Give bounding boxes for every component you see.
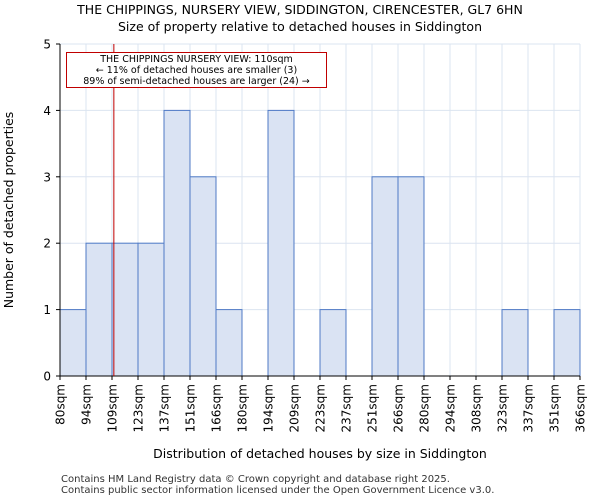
x-tick-label: 94sqm bbox=[80, 384, 94, 425]
footer-line-2: Contains public sector information licen… bbox=[61, 485, 495, 496]
bars-layer bbox=[59, 109, 581, 377]
x-tick-label: 180sqm bbox=[236, 384, 250, 432]
x-tick-label: 366sqm bbox=[574, 384, 588, 432]
x-tick-label: 294sqm bbox=[444, 384, 458, 432]
x-tick-label: 266sqm bbox=[392, 384, 406, 432]
annotation-line-2: ← 11% of detached houses are smaller (3) bbox=[95, 65, 298, 76]
x-tick-label: 251sqm bbox=[366, 384, 380, 432]
bar-109sqm bbox=[111, 242, 139, 377]
footer-line-1: Contains HM Land Registry data © Crown c… bbox=[61, 474, 450, 485]
bar-351sqm bbox=[553, 309, 581, 377]
x-tick-label: 223sqm bbox=[314, 384, 328, 432]
x-tick-label: 151sqm bbox=[184, 384, 198, 432]
y-axis-label: Number of detached properties bbox=[1, 112, 16, 309]
x-tick-label: 280sqm bbox=[418, 384, 432, 432]
bar-323sqm bbox=[501, 309, 529, 377]
bar-137sqm bbox=[163, 109, 191, 377]
chart-subtitle: Size of property relative to detached ho… bbox=[118, 19, 482, 34]
bar-94sqm bbox=[85, 242, 113, 377]
bar-166sqm bbox=[215, 309, 243, 377]
y-tick-label: 0 bbox=[43, 370, 51, 384]
annotation-line-3: 89% of semi-detached houses are larger (… bbox=[83, 76, 310, 87]
bar-151sqm bbox=[189, 176, 217, 377]
x-tick-label: 80sqm bbox=[54, 384, 68, 425]
y-tick-label: 1 bbox=[43, 303, 51, 317]
annotation-line-1: THE CHIPPINGS NURSERY VIEW: 110sqm bbox=[100, 54, 293, 65]
bar-194sqm bbox=[267, 109, 295, 377]
bar-223sqm bbox=[319, 309, 347, 377]
chart-title: THE CHIPPINGS, NURSERY VIEW, SIDDINGTON,… bbox=[77, 2, 523, 17]
x-tick-label: 351sqm bbox=[548, 384, 562, 432]
bar-266sqm bbox=[397, 176, 425, 377]
x-tick-label: 209sqm bbox=[288, 384, 302, 432]
x-tick-label: 308sqm bbox=[470, 384, 484, 432]
y-tick-label: 5 bbox=[43, 38, 51, 52]
bar-251sqm bbox=[371, 176, 399, 377]
bar-123sqm bbox=[137, 242, 165, 377]
y-tick-label: 2 bbox=[43, 237, 51, 251]
x-tick-label: 237sqm bbox=[340, 384, 354, 432]
x-axis-label: Distribution of detached houses by size … bbox=[153, 446, 487, 461]
bar-80sqm bbox=[59, 309, 87, 377]
y-tick-label: 3 bbox=[43, 170, 51, 184]
x-tick-label: 123sqm bbox=[132, 384, 146, 432]
x-tick-label: 194sqm bbox=[262, 384, 276, 432]
x-tick-label: 166sqm bbox=[210, 384, 224, 432]
x-tick-label: 109sqm bbox=[106, 384, 120, 432]
annotation-box: THE CHIPPINGS NURSERY VIEW: 110sqm ← 11%… bbox=[66, 52, 327, 88]
x-tick-label: 337sqm bbox=[522, 384, 536, 432]
ticks-layer: 0 1 2 3 4 5 80sqm 94sqm 109sqm 123sqm 137sqm 151sqm… bbox=[43, 38, 587, 433]
x-tick-label: 137sqm bbox=[158, 384, 172, 432]
x-tick-label: 323sqm bbox=[496, 384, 510, 432]
y-tick-label: 4 bbox=[43, 104, 51, 118]
